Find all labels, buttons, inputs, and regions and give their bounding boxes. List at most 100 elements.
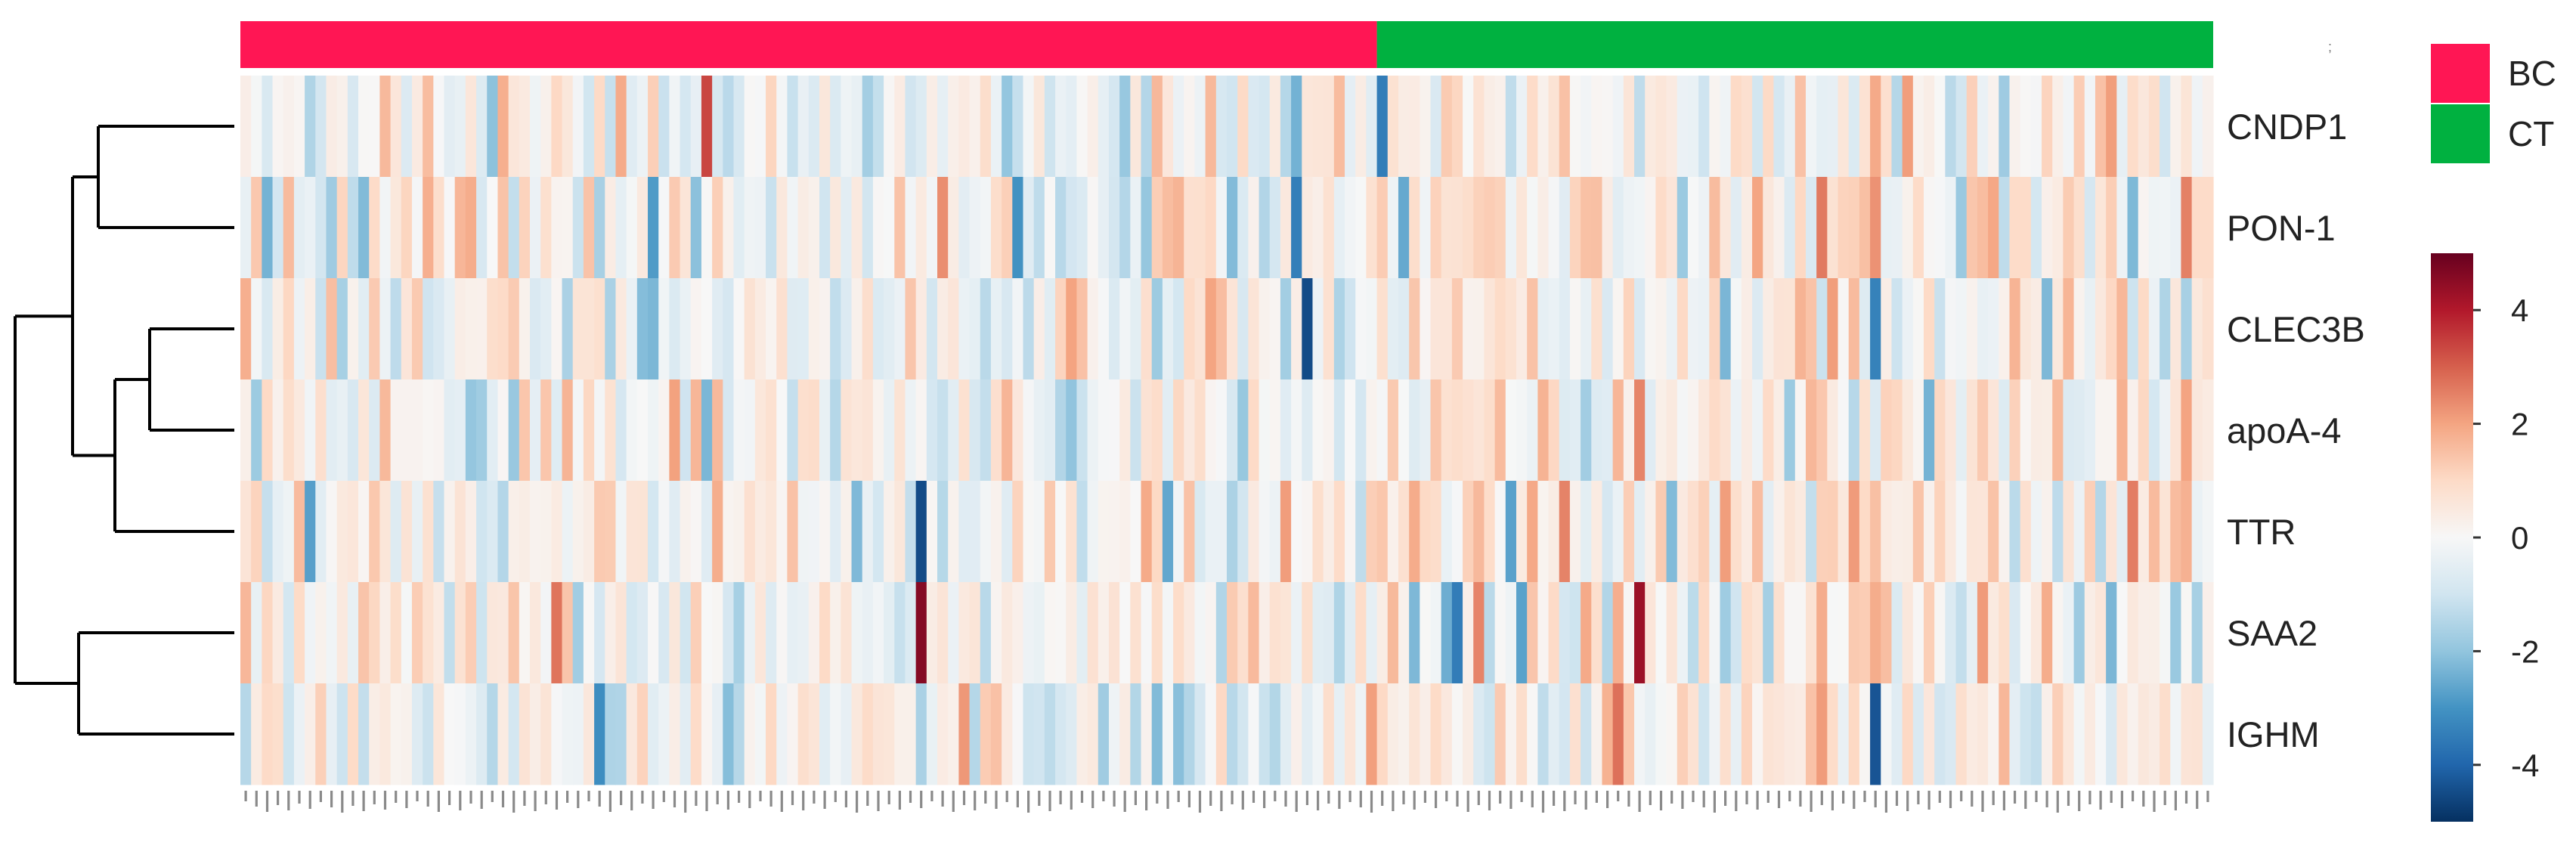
heatmap-cell — [2127, 481, 2139, 583]
heatmap-cell — [1333, 76, 1345, 178]
heatmap-cell — [1033, 582, 1045, 684]
heatmap-cell — [1141, 278, 1153, 380]
heatmap-cell — [1473, 379, 1485, 482]
heatmap-cell — [626, 379, 638, 482]
heatmap-cell — [1291, 76, 1302, 178]
heatmap-cell — [1591, 76, 1603, 178]
heatmap-cell — [2042, 177, 2053, 279]
heatmap-cell — [487, 278, 499, 380]
heatmap-cell — [1698, 177, 1710, 279]
heatmap-cell — [454, 481, 466, 583]
heatmap-cell — [1655, 177, 1667, 279]
heatmap-cell — [1409, 278, 1420, 380]
heatmap-cell — [1634, 278, 1646, 380]
heatmap-cell — [1130, 683, 1142, 785]
heatmap-cell — [1655, 582, 1667, 684]
heatmap-cell — [358, 582, 370, 684]
heatmap-cell — [2202, 582, 2214, 684]
heatmap-cell — [1537, 379, 1550, 482]
heatmap-cell — [433, 177, 445, 279]
heatmap-cell — [1623, 278, 1635, 380]
heatmap-cell — [433, 278, 445, 380]
heatmap-cell — [347, 379, 359, 482]
heatmap-cell — [1280, 177, 1292, 279]
heatmap-cell — [1999, 481, 2011, 583]
heatmap-cell — [1398, 278, 1410, 380]
heatmap-cell — [733, 582, 745, 684]
heatmap-cell — [1569, 582, 1581, 684]
heatmap-cell — [272, 76, 284, 178]
heatmap-cell — [712, 379, 723, 482]
heatmap-cell — [262, 379, 274, 482]
heatmap-cell — [1645, 177, 1656, 279]
heatmap-cell — [572, 582, 584, 684]
heatmap-cell — [272, 481, 284, 583]
heatmap-cell — [626, 481, 638, 583]
heatmap-cell — [1816, 177, 1828, 279]
heatmap-cell — [293, 481, 305, 583]
heatmap-cell — [1569, 683, 1581, 785]
color-scale-tick-label: 4 — [2511, 293, 2528, 328]
column-tick-mark — [469, 791, 472, 804]
heatmap-cell — [905, 379, 917, 482]
heatmap-cell — [2116, 481, 2129, 583]
heatmap-cell — [1012, 177, 1024, 279]
heatmap-cell — [648, 481, 659, 583]
heatmap-cell — [1741, 683, 1753, 785]
heatmap-cell — [1108, 379, 1120, 482]
column-tick-mark — [780, 791, 783, 812]
heatmap-cell — [476, 379, 488, 482]
heatmap-cell — [1345, 582, 1356, 684]
heatmap-cell — [1516, 379, 1528, 482]
column-tick-mark — [1971, 791, 1974, 807]
heatmap-cell — [1924, 582, 1935, 684]
heatmap-cell — [1827, 379, 1839, 482]
heatmap-cell — [915, 76, 927, 178]
heatmap-cell — [980, 481, 992, 583]
heatmap-cell — [669, 177, 681, 279]
heatmap-cell — [583, 278, 595, 380]
heatmap-cell — [1569, 76, 1581, 178]
heatmap-cell — [411, 683, 423, 785]
heatmap-cell — [1709, 582, 1721, 684]
heatmap-cell — [1098, 683, 1110, 785]
heatmap-cell — [1237, 481, 1249, 583]
heatmap-cell — [1162, 76, 1174, 178]
heatmap-cell — [1173, 379, 1184, 482]
heatmap-cell — [1323, 76, 1335, 178]
heatmap-cell — [1463, 379, 1474, 482]
heatmap-cell — [347, 683, 359, 785]
column-tick-labels — [244, 791, 2209, 813]
column-tick-mark — [716, 791, 719, 804]
heatmap-cell — [1527, 177, 1538, 279]
heatmap-cell — [958, 278, 971, 380]
heatmap-cell — [1581, 177, 1592, 279]
heatmap-cell — [1237, 177, 1249, 279]
heatmap-cell — [529, 582, 541, 684]
column-tick-mark — [1692, 791, 1695, 802]
heatmap-cell — [1205, 177, 1217, 279]
heatmap-cell — [2148, 481, 2160, 583]
heatmap-cell — [754, 379, 766, 482]
heatmap-cell — [390, 177, 402, 279]
heatmap-cell — [1430, 683, 1442, 785]
column-tick-mark — [1553, 791, 1556, 806]
heatmap-cell — [915, 278, 927, 380]
heatmap-cell — [766, 379, 777, 482]
heatmap-cell — [1763, 379, 1775, 482]
heatmap-cell — [808, 177, 820, 279]
heatmap-cell — [1312, 76, 1324, 178]
heatmap-cell — [1033, 76, 1045, 178]
heatmap-cell — [969, 481, 981, 583]
heatmap-cell — [1977, 481, 1989, 583]
heatmap-cell — [1141, 683, 1153, 785]
heatmap-cell — [841, 379, 853, 482]
heatmap-cell — [1645, 278, 1656, 380]
heatmap-cell — [572, 379, 584, 482]
heatmap-cell — [1709, 379, 1721, 482]
heatmap-cell — [1902, 278, 1914, 380]
heatmap-cell — [1720, 481, 1732, 583]
column-tick-mark — [2196, 791, 2199, 809]
heatmap-cell — [1108, 683, 1120, 785]
heatmap-cell — [808, 379, 820, 482]
